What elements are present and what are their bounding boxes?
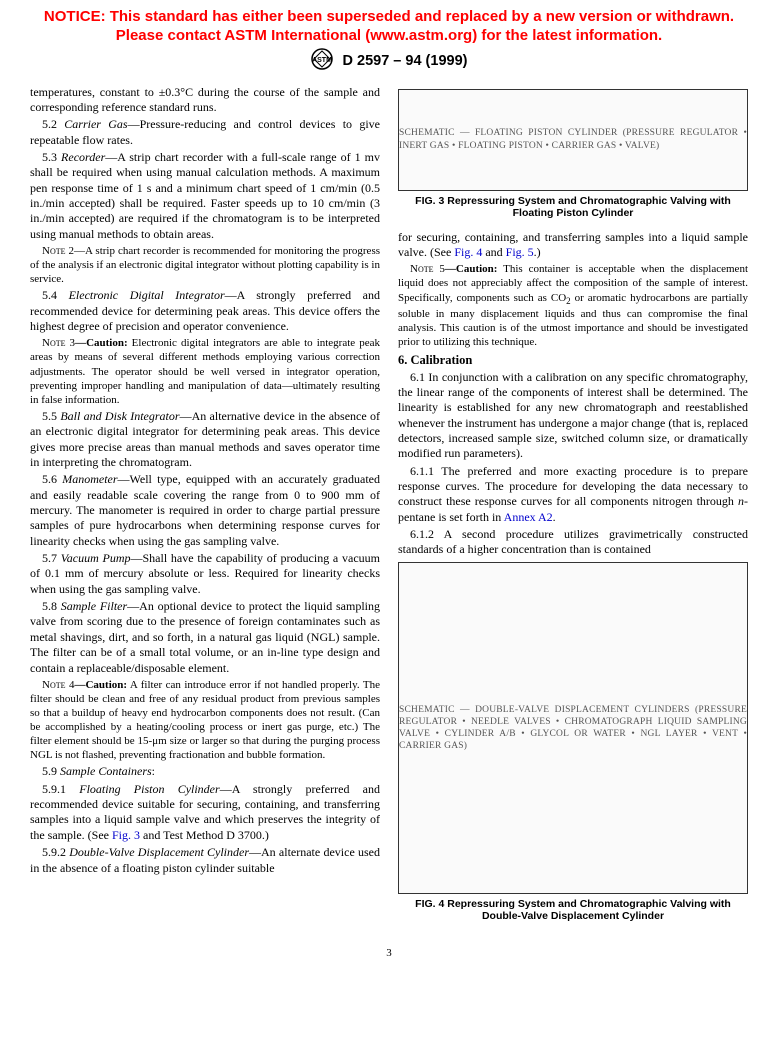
para-5-1-cont: temperatures, constant to ±0.3°C during … xyxy=(30,85,380,116)
note-5-label: Note 5 xyxy=(410,263,445,275)
note-4-text: A filter can introduce error if not hand… xyxy=(30,679,380,761)
para-5-4: 5.4 Electronic Digital Integrator—A stro… xyxy=(30,288,380,334)
notice-banner: NOTICE: This standard has either been su… xyxy=(30,8,748,46)
figure-4-caption: FIG. 4 Repressuring System and Chromatog… xyxy=(398,898,748,923)
para-5-9-2-cont-end: .) xyxy=(534,245,541,259)
para-6-1-1-a: 6.1.1 The preferred and more exacting pr… xyxy=(398,464,748,509)
note-4-label: Note 4 xyxy=(42,679,74,691)
para-6-1: 6.1 In conjunction with a calibration on… xyxy=(398,370,748,462)
figure-4-image: SCHEMATIC — DOUBLE-VALVE DISPLACEMENT CY… xyxy=(398,562,748,894)
para-5-6: 5.6 Manometer—Well type, equipped with a… xyxy=(30,472,380,549)
note-2: Note 2—A strip chart recorder is recomme… xyxy=(30,244,380,286)
para-5-8: 5.8 Sample Filter—An optional device to … xyxy=(30,599,380,676)
para-5-2: 5.2 Carrier Gas—Pressure-reducing and co… xyxy=(30,117,380,148)
link-fig-4[interactable]: Fig. 4 xyxy=(454,245,482,259)
note-5-caution: —Caution: xyxy=(445,263,498,275)
header: ASTM D 2597 – 94 (1999) xyxy=(30,48,748,75)
astm-logo-icon: ASTM xyxy=(311,48,333,75)
para-5-5: 5.5 Ball and Disk Integrator—An alternat… xyxy=(30,409,380,470)
figure-3-caption: FIG. 3 Repressuring System and Chromatog… xyxy=(398,195,748,220)
notice-line-2: Please contact ASTM International (www.a… xyxy=(116,27,662,44)
para-5-9-2-cont: for securing, containing, and transferri… xyxy=(398,230,748,261)
figure-4: SCHEMATIC — DOUBLE-VALVE DISPLACEMENT CY… xyxy=(398,562,748,923)
svg-text:ASTM: ASTM xyxy=(312,57,332,64)
note-3: Note 3—Caution: Electronic digital integ… xyxy=(30,336,380,406)
figure-3: SCHEMATIC — FLOATING PISTON CYLINDER (PR… xyxy=(398,89,748,220)
link-fig-5[interactable]: Fig. 5 xyxy=(506,245,534,259)
notice-line-1: NOTICE: This standard has either been su… xyxy=(44,8,734,25)
para-6-1-1: 6.1.1 The preferred and more exacting pr… xyxy=(398,464,748,525)
designation-text: D 2597 – 94 (1999) xyxy=(343,53,468,69)
note-4: Note 4—Caution: A filter can introduce e… xyxy=(30,678,380,762)
note-3-caution: —Caution: xyxy=(75,337,128,349)
para-5-9-2: 5.9.2 Double-Valve Displacement Cylinder… xyxy=(30,845,380,876)
para-5-9-2-cont-mid: and xyxy=(482,245,505,259)
link-annex-a2[interactable]: Annex A2 xyxy=(504,510,553,524)
figure-3-image: SCHEMATIC — FLOATING PISTON CYLINDER (PR… xyxy=(398,89,748,191)
para-5-9-2-cont-a: for securing, containing, and transferri… xyxy=(398,230,748,259)
body-columns: temperatures, constant to ±0.3°C during … xyxy=(30,85,748,934)
para-5-9-1: 5.9.1 Floating Piston Cylinder—A strongl… xyxy=(30,782,380,843)
note-3-label: Note 3 xyxy=(42,337,75,349)
section-6-head: 6. Calibration xyxy=(398,352,748,368)
note-4-caution: —Caution: xyxy=(74,679,127,691)
note-5: Note 5—Caution: This container is accept… xyxy=(398,262,748,349)
note-2-text: —A strip chart recorder is recommended f… xyxy=(30,245,380,285)
para-5-9: 5.9 Sample Containers: xyxy=(30,764,380,779)
para-5-7: 5.7 Vacuum Pump—Shall have the capabilit… xyxy=(30,551,380,597)
para-5-3: 5.3 Recorder—A strip chart recorder with… xyxy=(30,150,380,242)
page-container: NOTICE: This standard has either been su… xyxy=(0,0,778,979)
page-number: 3 xyxy=(30,947,748,959)
note-2-label: Note 2 xyxy=(42,245,74,257)
para-6-1-2: 6.1.2 A second procedure utilizes gravim… xyxy=(398,527,748,558)
para-5-9-1-after: and Test Method D 3700.) xyxy=(140,828,269,842)
link-fig-3[interactable]: Fig. 3 xyxy=(112,828,140,842)
para-6-1-1-end: . xyxy=(553,510,556,524)
